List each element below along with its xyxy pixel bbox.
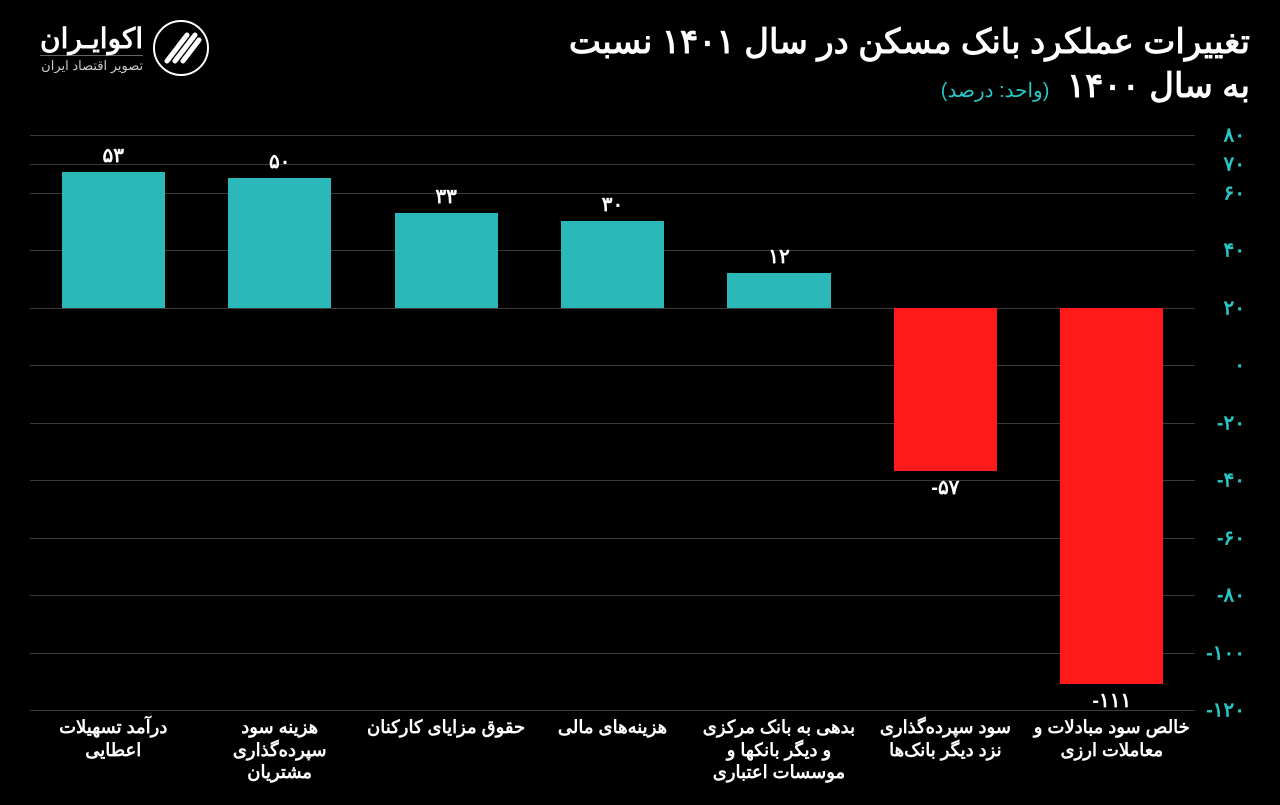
bar [1060, 308, 1163, 685]
bar-slot: ۳۳ [363, 135, 529, 710]
y-tick-label: -۱۰۰ [1206, 640, 1245, 665]
bar-slot: -۵۷ [862, 135, 1028, 710]
y-tick-label: -۸۰ [1217, 583, 1245, 608]
bar-slot: ۵۰ [196, 135, 362, 710]
y-tick-label: -۶۰ [1217, 525, 1245, 550]
title-block: تغییرات عملکرد بانک مسکن در سال ۱۴۰۱ نسب… [209, 20, 1250, 108]
x-axis-label: سود سپرده‌گذاری نزد دیگر بانک‌ها [862, 710, 1028, 785]
x-axis-label: حقوق مزایای کارکنان [363, 710, 529, 785]
title-text-2: به سال ۱۴۰۰ [1067, 67, 1250, 105]
y-tick-label: -۲۰ [1217, 410, 1245, 435]
bar-slot: ۳۰ [529, 135, 695, 710]
bar [395, 213, 498, 308]
y-tick-label: -۱۲۰ [1206, 698, 1245, 723]
y-tick-label: ۸۰ [1224, 123, 1245, 148]
y-tick-label: ۷۰ [1224, 151, 1245, 176]
bar [228, 178, 331, 307]
bar-value-label: ۳۰ [529, 192, 695, 221]
y-axis: ۸۰۷۰۶۰۴۰۲۰۰-۲۰-۴۰-۶۰-۸۰-۱۰۰-۱۲۰ [1195, 135, 1250, 710]
bar-value-label: -۵۷ [862, 471, 1028, 500]
bar-value-label: ۵۳ [30, 143, 196, 172]
bar-value-label: ۳۳ [363, 184, 529, 213]
bar-value-label: -۱۱۱ [1029, 684, 1195, 713]
x-axis-label: هزینه‌های مالی [529, 710, 695, 785]
header: تغییرات عملکرد بانک مسکن در سال ۱۴۰۱ نسب… [0, 0, 1280, 118]
logo-icon [153, 20, 209, 76]
x-axis-label: بدهی به بانک مرکزی و دیگر بانکها و موسسا… [696, 710, 862, 785]
bar [561, 221, 664, 307]
x-axis-label: هزینه سود سپرده‌گذاری مشتریان [196, 710, 362, 785]
bar [727, 273, 830, 308]
bar-slot: ۱۲ [696, 135, 862, 710]
x-axis-label: درآمد تسهیلات اعطایی [30, 710, 196, 785]
y-tick-label: -۴۰ [1217, 468, 1245, 493]
x-axis-label: خالص سود مبادلات و معاملات ارزی [1029, 710, 1195, 785]
chart: ۵۳۵۰۳۳۳۰۱۲-۵۷-۱۱۱ ۸۰۷۰۶۰۴۰۲۰۰-۲۰-۴۰-۶۰-۸… [30, 135, 1250, 785]
chart-title-line1: تغییرات عملکرد بانک مسکن در سال ۱۴۰۱ نسب… [209, 20, 1250, 64]
bar [62, 172, 165, 307]
bar [894, 308, 997, 472]
bar-slot: ۵۳ [30, 135, 196, 710]
plot-area: ۵۳۵۰۳۳۳۰۱۲ -۵۷ -۱۱۱ [30, 135, 1195, 710]
bar-slot: -۱۱۱ [1029, 135, 1195, 710]
bar-value-label: ۱۲ [696, 244, 862, 273]
y-tick-label: ۰ [1234, 353, 1245, 378]
bar-value-label: ۵۰ [196, 149, 362, 178]
logo-main: اکوایـران [40, 22, 143, 55]
bars-layer: ۵۳۵۰۳۳۳۰۱۲ -۵۷ -۱۱۱ [30, 135, 1195, 710]
y-tick-label: ۲۰ [1224, 295, 1245, 320]
unit-label: (واحد: درصد) [941, 80, 1050, 102]
y-tick-label: ۴۰ [1224, 238, 1245, 263]
logo: اکوایـران تصویر اقتصاد ایران [30, 20, 209, 76]
logo-text: اکوایـران تصویر اقتصاد ایران [40, 22, 143, 74]
chart-title-line2: به سال ۱۴۰۰ (واحد: درصد) [209, 64, 1250, 108]
y-tick-label: ۶۰ [1224, 180, 1245, 205]
x-axis-labels: درآمد تسهیلات اعطاییهزینه سود سپرده‌گذار… [30, 710, 1195, 785]
logo-sub: تصویر اقتصاد ایران [40, 55, 143, 74]
